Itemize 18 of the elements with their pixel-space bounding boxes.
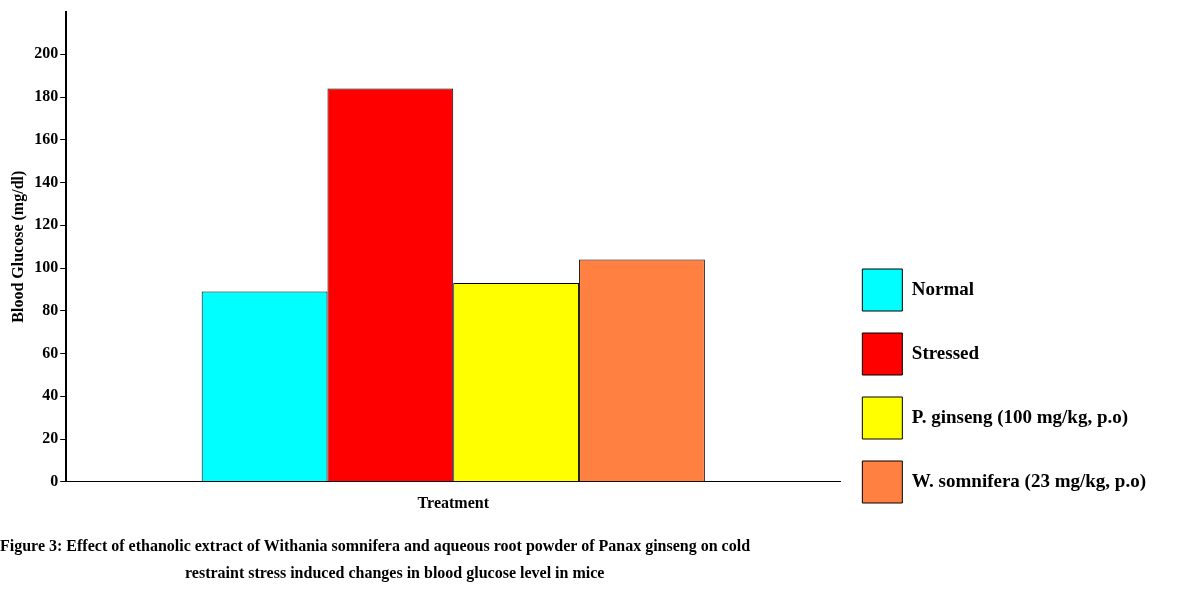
legend-label: W. somnifera (23 mg/kg, p.o) (911, 469, 1147, 492)
y-tick-label: 120 (34, 215, 59, 233)
y-tick-label: 100 (34, 258, 59, 276)
y-tick-label: 180 (34, 87, 59, 105)
y-tick-label: 80 (42, 300, 59, 318)
y-tick-label: 40 (42, 386, 59, 404)
legend-label: Normal (911, 277, 975, 299)
legend-label: Stressed (911, 341, 980, 363)
legend-label: P. ginseng (100 mg/kg, p.o) (911, 405, 1129, 428)
y-tick-label: 140 (34, 172, 59, 190)
y-tick-label: 20 (42, 429, 59, 447)
y-tick-label: 160 (34, 129, 59, 147)
y-tick-label: 0 (50, 471, 59, 489)
x-tick-label: Treatment (417, 493, 490, 511)
caption: Figure 3: Effect of ethanolic extract of Withania somnifera and aqueous root powder of Panax ginseng on cold restraint stress induced changes in blood glucose level in mice (0, 536, 752, 584)
y-axis-title: Blood Glucose (mg/dl) (8, 170, 27, 323)
y-tick-label: 200 (34, 44, 59, 62)
y-tick-label: 60 (42, 343, 59, 361)
